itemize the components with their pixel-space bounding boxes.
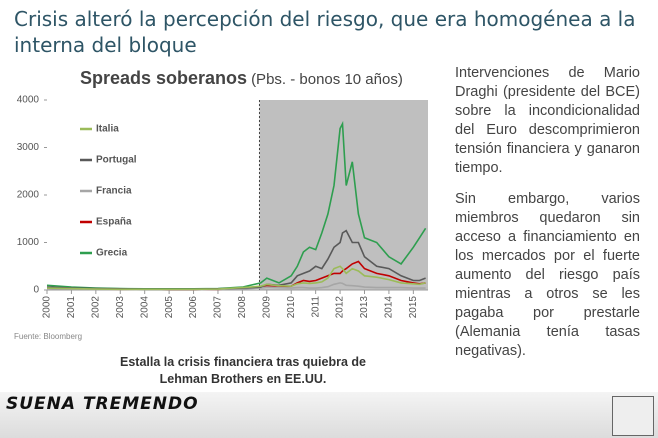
x-tick-label: 2000	[42, 296, 53, 319]
x-tick-label: 2005	[164, 296, 175, 319]
series-line	[46, 265, 426, 291]
legend-label: Francia	[96, 186, 132, 197]
x-tick-label: 2011	[310, 296, 321, 318]
chart-title-main: Spreads soberanos	[80, 68, 248, 88]
chart-subtitle: (Pbs. - bonos 10 años)	[251, 71, 403, 88]
x-tick-label: 2006	[188, 296, 199, 319]
x-tick-label: 2003	[115, 296, 126, 319]
y-tick-label: 1000	[17, 237, 40, 248]
x-tick-label: 2012	[335, 296, 346, 319]
x-tick-label: 2007	[213, 296, 224, 319]
x-tick-label: 2009	[261, 296, 272, 319]
y-tick-label: 3000	[17, 142, 40, 153]
x-tick-label: 2008	[237, 296, 248, 319]
text-column: Intervenciones de Mario Draghi (presiden…	[455, 64, 640, 373]
footer-bar	[0, 392, 658, 438]
logo: SUENA TREMENDO	[6, 394, 199, 414]
legend-label: Grecia	[96, 248, 128, 259]
legend-label: Portugal	[96, 155, 137, 166]
paragraph: Sin embargo, varios miembros quedaron si…	[455, 191, 640, 359]
x-tick-label: 2001	[66, 296, 77, 319]
legend-label: Italia	[96, 124, 119, 135]
slide-title: Crisis alteró la percepción del riesgo, …	[14, 7, 636, 57]
y-tick-label: 4000	[17, 95, 40, 106]
x-tick-label: 2013	[359, 296, 370, 319]
source: Fuente: Bloomberg	[14, 332, 83, 341]
paragraph: Intervenciones de Mario Draghi (presiden…	[455, 65, 640, 176]
x-tick-label: 2014	[384, 296, 395, 319]
x-tick-label: 2010	[286, 296, 297, 319]
logo-icon	[612, 396, 654, 436]
y-tick-label: 0	[33, 285, 39, 296]
legend-label: España	[96, 217, 132, 228]
x-tick-label: 2015	[408, 296, 419, 319]
x-tick-label: 2002	[90, 296, 101, 319]
x-tick-label: 2004	[139, 296, 150, 319]
annotation: Estalla la crisis financiera tras quiebr…	[120, 355, 366, 386]
chart-title: Spreads soberanos (Pbs. - bonos 10 años)	[80, 68, 403, 89]
y-tick-label: 2000	[17, 190, 40, 201]
